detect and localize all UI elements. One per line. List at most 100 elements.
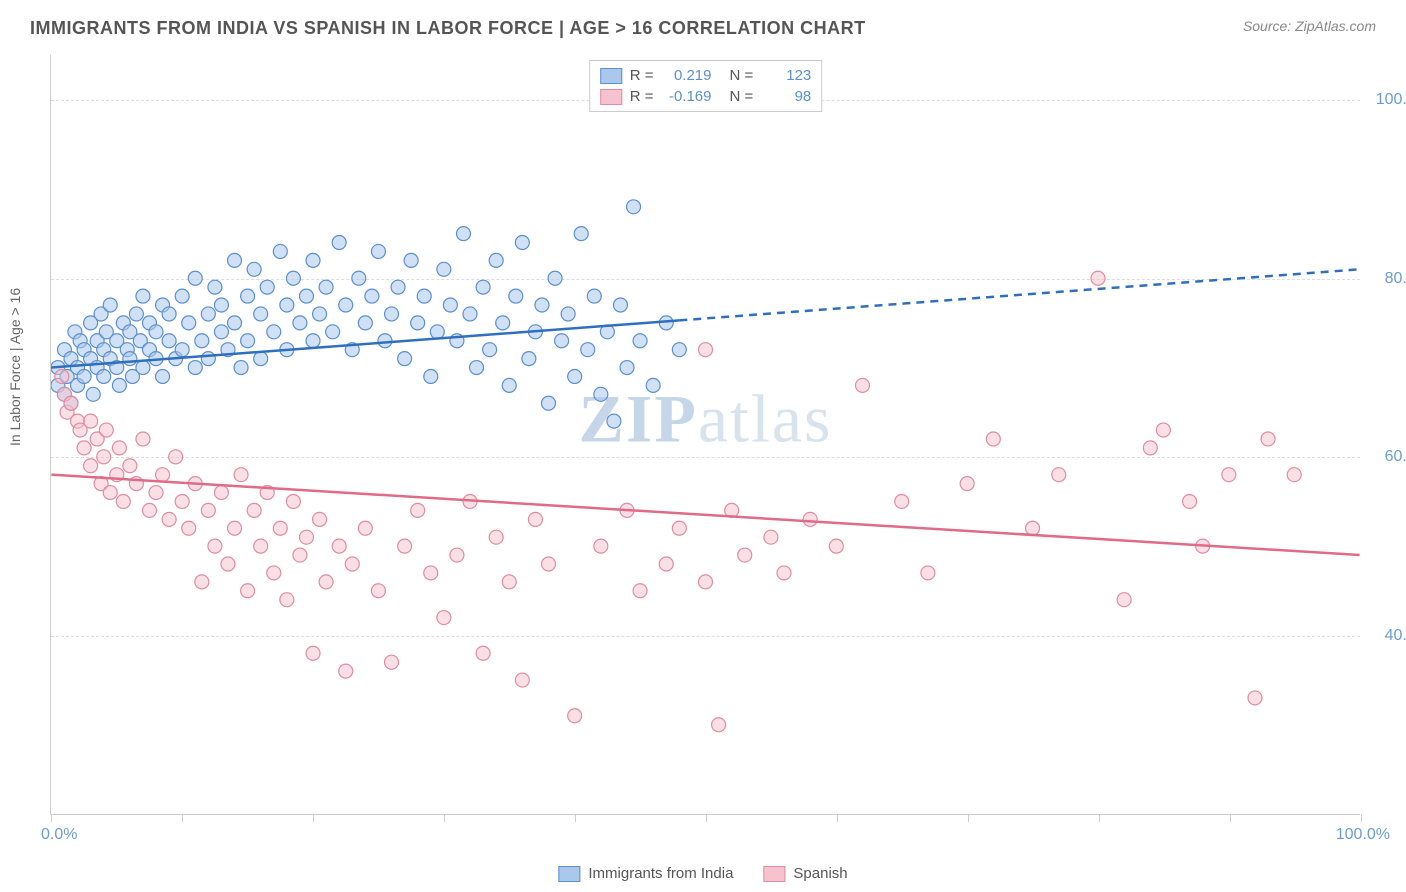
x-tick (444, 814, 445, 822)
data-point-india (129, 307, 143, 321)
data-point-india (463, 307, 477, 321)
r-value-spanish: -0.169 (662, 88, 712, 105)
data-point-india (443, 298, 457, 312)
data-point-india (365, 289, 379, 303)
n-value-spanish: 98 (761, 88, 811, 105)
legend-row-india: R = 0.219 N = 123 (600, 65, 812, 86)
data-point-spanish (77, 441, 91, 455)
data-point-spanish (112, 441, 126, 455)
data-point-spanish (712, 718, 726, 732)
data-point-spanish (371, 584, 385, 598)
data-point-spanish (136, 432, 150, 446)
data-point-spanish (738, 548, 752, 562)
data-point-india (430, 325, 444, 339)
data-point-spanish (286, 494, 300, 508)
data-point-india (496, 316, 510, 330)
scatter-svg (51, 55, 1360, 814)
data-point-india (633, 334, 647, 348)
data-point-spanish (84, 459, 98, 473)
data-point-india (627, 200, 641, 214)
x-axis-max-label: 100.0% (1336, 826, 1390, 844)
data-point-spanish (803, 512, 817, 526)
data-point-india (332, 236, 346, 250)
data-point-spanish (1026, 521, 1040, 535)
data-point-spanish (339, 664, 353, 678)
y-tick-label: 40.0% (1385, 627, 1406, 645)
data-point-spanish (515, 673, 529, 687)
data-point-india (437, 262, 451, 276)
chart-title: IMMIGRANTS FROM INDIA VS SPANISH IN LABO… (30, 18, 866, 39)
data-point-india (188, 271, 202, 285)
data-point-india (476, 280, 490, 294)
data-point-india (568, 369, 582, 383)
data-point-india (175, 343, 189, 357)
data-point-spanish (214, 486, 228, 500)
data-point-india (319, 280, 333, 294)
data-point-india (254, 307, 268, 321)
data-point-spanish (169, 450, 183, 464)
data-point-india (535, 298, 549, 312)
legend-label-spanish: Spanish (793, 865, 847, 882)
swatch-india (558, 866, 580, 882)
data-point-india (286, 271, 300, 285)
data-point-spanish (228, 521, 242, 535)
x-tick (313, 814, 314, 822)
data-point-india (587, 289, 601, 303)
series-legend: Immigrants from India Spanish (558, 865, 847, 882)
r-label: R = (630, 88, 654, 105)
y-axis-title: In Labor Force | Age > 16 (7, 288, 23, 446)
data-point-spanish (1052, 468, 1066, 482)
data-point-spanish (672, 521, 686, 535)
data-point-india (280, 298, 294, 312)
r-value-india: 0.219 (662, 67, 712, 84)
data-point-india (103, 298, 117, 312)
data-point-india (162, 334, 176, 348)
data-point-india (548, 271, 562, 285)
data-point-spanish (64, 396, 78, 410)
data-point-spanish (568, 709, 582, 723)
data-point-india (273, 244, 287, 258)
data-point-spanish (332, 539, 346, 553)
data-point-spanish (221, 557, 235, 571)
data-point-spanish (306, 646, 320, 660)
legend-label-india: Immigrants from India (588, 865, 733, 882)
data-point-india (613, 298, 627, 312)
data-point-spanish (699, 575, 713, 589)
data-point-spanish (97, 450, 111, 464)
x-tick (1099, 814, 1100, 822)
data-point-spanish (241, 584, 255, 598)
data-point-india (391, 280, 405, 294)
data-point-india (162, 307, 176, 321)
data-point-india (299, 289, 313, 303)
data-point-india (470, 361, 484, 375)
data-point-spanish (116, 494, 130, 508)
data-point-spanish (319, 575, 333, 589)
chart-plot-area: ZIPatlas R = 0.219 N = 123 R = -0.169 N … (50, 55, 1360, 815)
data-point-spanish (921, 566, 935, 580)
swatch-spanish (763, 866, 785, 882)
data-point-spanish (182, 521, 196, 535)
data-point-spanish (411, 503, 425, 517)
data-point-india (254, 352, 268, 366)
data-point-india (306, 253, 320, 267)
data-point-spanish (895, 494, 909, 508)
data-point-india (378, 334, 392, 348)
swatch-spanish (600, 89, 622, 105)
data-point-spanish (633, 584, 647, 598)
data-point-spanish (1248, 691, 1262, 705)
data-point-spanish (234, 468, 248, 482)
data-point-spanish (313, 512, 327, 526)
data-point-india (411, 316, 425, 330)
data-point-spanish (99, 423, 113, 437)
data-point-spanish (273, 521, 287, 535)
data-point-india (352, 271, 366, 285)
x-axis-min-label: 0.0% (41, 826, 77, 844)
data-point-india (228, 316, 242, 330)
data-point-spanish (594, 539, 608, 553)
data-point-india (136, 361, 150, 375)
data-point-spanish (542, 557, 556, 571)
data-point-spanish (84, 414, 98, 428)
data-point-india (574, 227, 588, 241)
r-label: R = (630, 67, 654, 84)
data-point-spanish (1117, 593, 1131, 607)
